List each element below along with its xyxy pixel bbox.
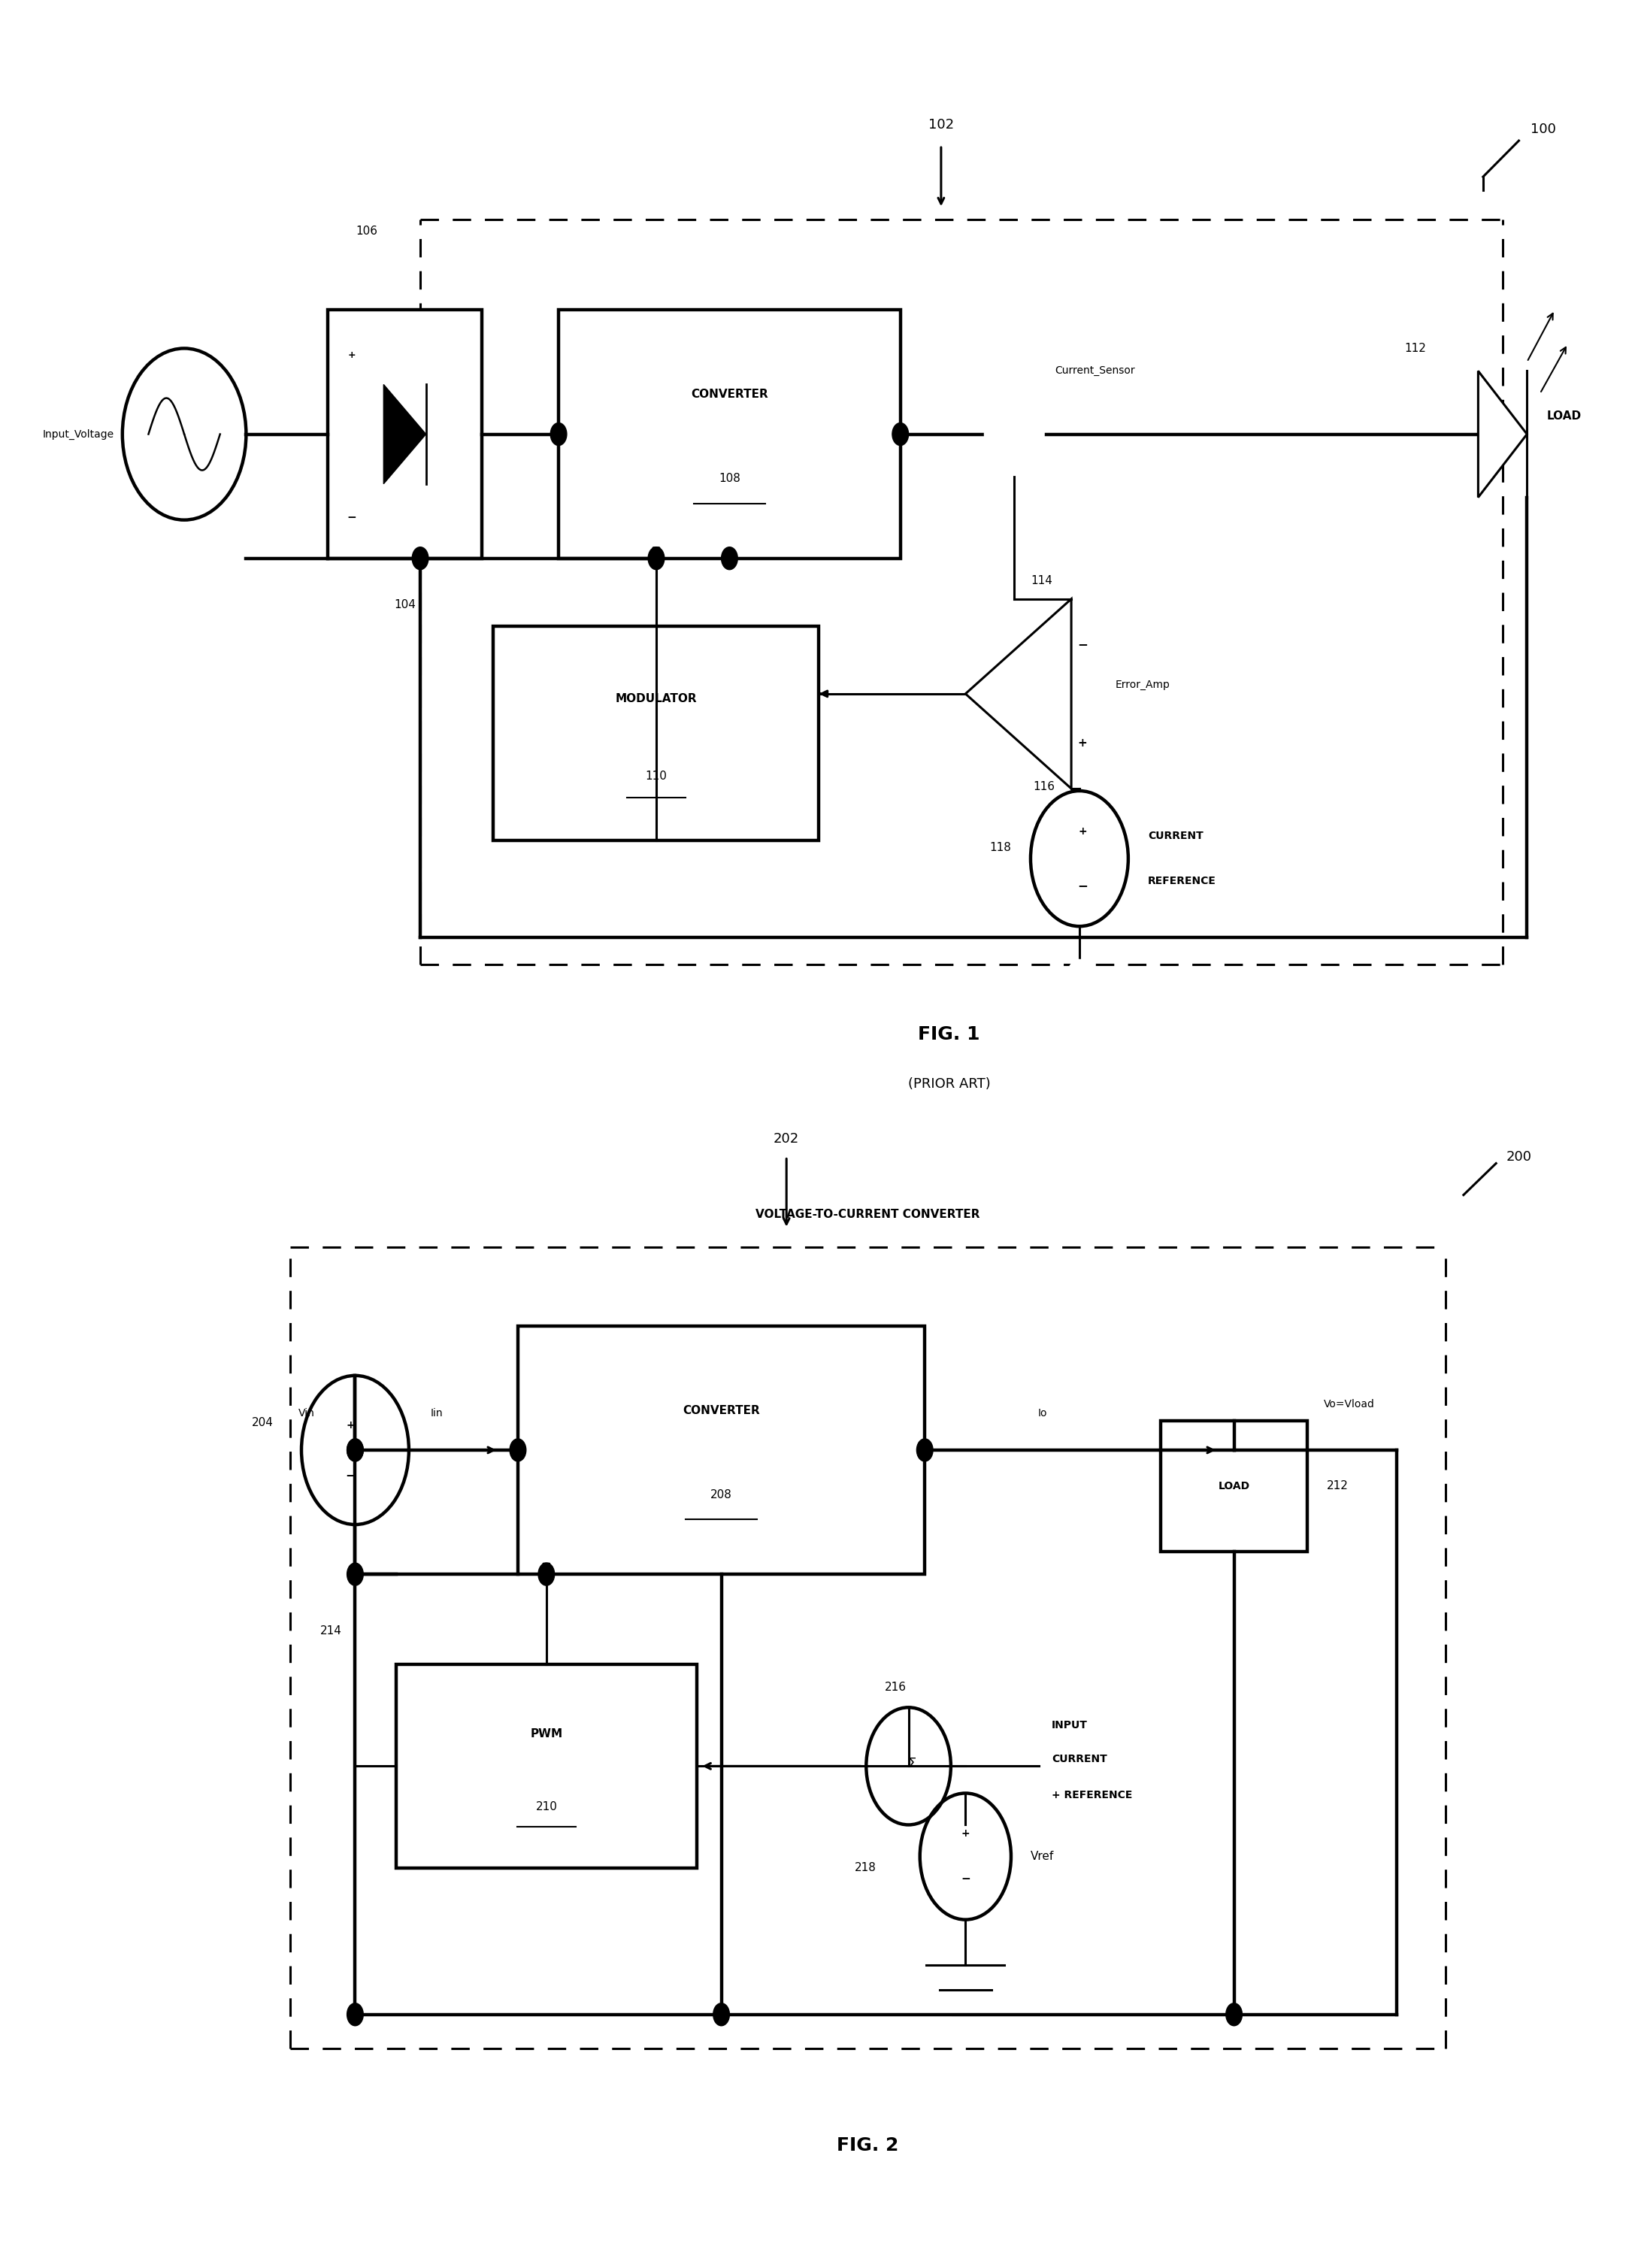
Text: −: − [962, 1873, 970, 1885]
Text: 114: 114 [1030, 576, 1052, 587]
Text: 200: 200 [1505, 1150, 1532, 1163]
Text: Vref: Vref [1030, 1851, 1055, 1862]
Text: MODULATOR: MODULATOR [616, 694, 698, 705]
Text: CURRENT: CURRENT [1052, 1753, 1107, 1765]
Text: Input_Voltage: Input_Voltage [43, 429, 115, 440]
Text: +: + [962, 1828, 970, 1839]
Text: (PRIOR ART): (PRIOR ART) [907, 1077, 991, 1091]
Text: +: + [1078, 737, 1088, 748]
Text: 116: 116 [1034, 780, 1055, 792]
Text: LOAD: LOAD [1219, 1481, 1250, 1492]
Text: FIG. 2: FIG. 2 [837, 2136, 899, 2155]
Text: VOLTAGE-TO-CURRENT CONVERTER: VOLTAGE-TO-CURRENT CONVERTER [755, 1209, 980, 1220]
Text: +: + [347, 349, 355, 361]
Text: +: + [1078, 826, 1088, 837]
Circle shape [649, 547, 665, 569]
Circle shape [893, 422, 909, 445]
Bar [559, 311, 901, 558]
Polygon shape [965, 599, 1071, 789]
Circle shape [917, 1438, 934, 1461]
Polygon shape [1477, 372, 1527, 497]
Circle shape [509, 1438, 526, 1461]
Text: 112: 112 [1404, 342, 1427, 354]
Circle shape [1068, 959, 1091, 991]
Text: 118: 118 [989, 841, 1011, 853]
Text: 218: 218 [855, 1862, 876, 1873]
Text: 104: 104 [393, 599, 416, 610]
Text: 208: 208 [711, 1490, 732, 1501]
Polygon shape [383, 386, 426, 483]
Text: REFERENCE: REFERENCE [1148, 875, 1215, 887]
Text: −: − [347, 513, 357, 524]
Text: 212: 212 [1327, 1481, 1348, 1492]
Text: −: − [346, 1467, 355, 1481]
Circle shape [347, 1563, 364, 1585]
Bar [493, 626, 819, 841]
Circle shape [550, 422, 567, 445]
Bar [328, 311, 482, 558]
Text: 204: 204 [252, 1418, 274, 1429]
Text: 202: 202 [773, 1132, 799, 1145]
Text: 210: 210 [536, 1801, 557, 1812]
Text: Io: Io [1038, 1408, 1047, 1418]
Circle shape [347, 1438, 364, 1461]
Text: −: − [1078, 637, 1088, 651]
Text: FIG. 1: FIG. 1 [919, 1025, 980, 1043]
Bar [518, 1327, 925, 1574]
Circle shape [347, 1438, 364, 1461]
Text: Vin: Vin [298, 1408, 314, 1418]
Circle shape [413, 547, 429, 569]
Text: LOAD: LOAD [1546, 411, 1581, 422]
Text: 100: 100 [1530, 122, 1556, 136]
Text: +: + [346, 1420, 355, 1431]
Bar [396, 1665, 696, 1869]
Circle shape [347, 2003, 364, 2025]
Text: 214: 214 [321, 1626, 342, 1635]
Text: Σ: Σ [907, 1758, 916, 1771]
Text: CONVERTER: CONVERTER [691, 388, 768, 399]
Circle shape [713, 2003, 729, 2025]
Bar [1161, 1420, 1307, 1551]
Circle shape [539, 1563, 555, 1585]
Text: 102: 102 [929, 118, 953, 132]
Text: 108: 108 [719, 474, 740, 485]
Text: Iin: Iin [431, 1408, 442, 1418]
Text: Error_Amp: Error_Amp [1115, 680, 1170, 689]
Text: Current_Sensor: Current_Sensor [1055, 365, 1135, 376]
Text: INPUT: INPUT [1052, 1719, 1088, 1730]
Text: 110: 110 [645, 771, 667, 782]
Text: + REFERENCE: + REFERENCE [1052, 1789, 1132, 1801]
Text: 106: 106 [355, 225, 377, 236]
Text: 216: 216 [885, 1681, 906, 1692]
Text: Vo=Vload: Vo=Vload [1324, 1399, 1374, 1408]
Text: CURRENT: CURRENT [1148, 830, 1204, 841]
Circle shape [984, 395, 1043, 474]
Text: −: − [1078, 880, 1088, 891]
Text: PWM: PWM [531, 1728, 562, 1740]
Text: CONVERTER: CONVERTER [683, 1404, 760, 1415]
Circle shape [721, 547, 737, 569]
Circle shape [1225, 2003, 1242, 2025]
